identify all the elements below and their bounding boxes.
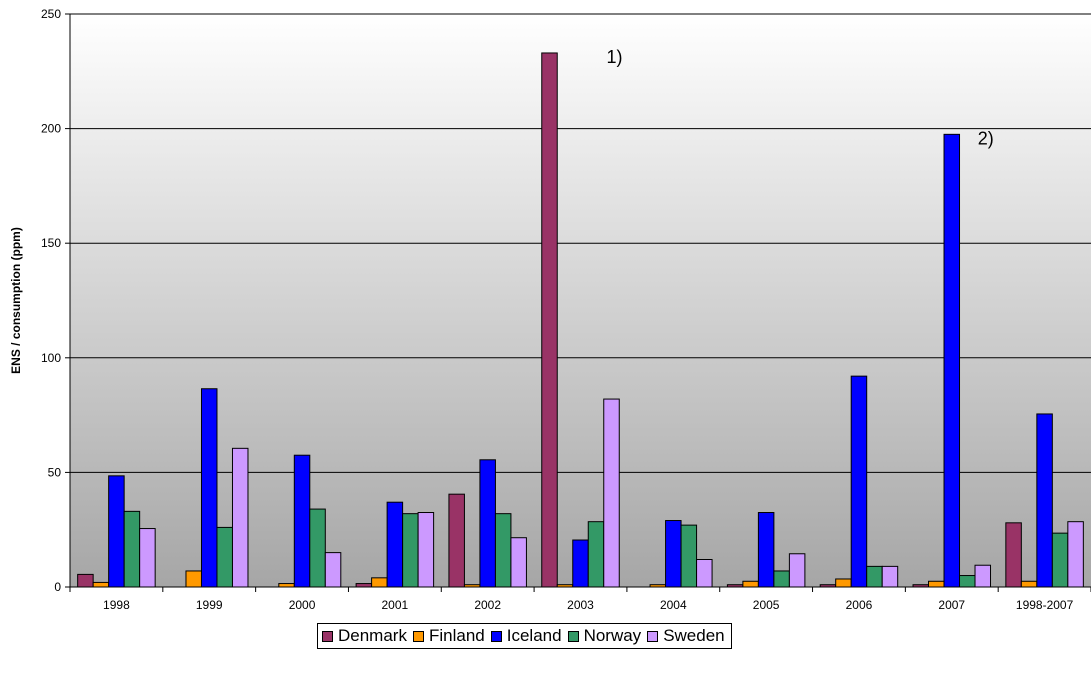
x-tick-label: 2001	[382, 598, 409, 612]
y-axis-label: ENS / consumption (ppm)	[9, 227, 23, 374]
bar-iceland-2004	[665, 520, 682, 588]
legend-item-norway: Norway	[567, 626, 642, 646]
bar-norway-2004	[680, 524, 698, 588]
bar-finland-1998-2007	[1020, 580, 1038, 588]
bar-finland-2000	[278, 583, 295, 588]
bar-iceland-2002	[479, 459, 496, 588]
legend: Denmark Finland Iceland Norway Sweden	[317, 623, 732, 649]
x-tick-label: 2003	[567, 598, 594, 612]
y-tick-label: 50	[48, 465, 62, 479]
annotation-label: 1)	[607, 47, 623, 67]
y-tick-label: 250	[41, 7, 61, 21]
bar-iceland-1999	[200, 388, 218, 588]
y-tick-label: 150	[41, 236, 61, 250]
bar-iceland-2006	[850, 375, 868, 588]
bar-norway-2006	[866, 565, 883, 588]
x-tick-label: 1998	[103, 598, 130, 612]
x-tick-label: 1999	[196, 598, 223, 612]
annotations: 1) 2)	[607, 47, 994, 148]
axes	[69, 14, 1091, 592]
legend-label: Denmark	[338, 626, 407, 645]
bar-iceland-2001	[386, 501, 404, 588]
bar-sweden-2007	[974, 564, 992, 588]
bar-finland-2001	[371, 577, 388, 588]
bar-iceland-2000	[293, 454, 311, 588]
bar-sweden-2005	[788, 553, 806, 588]
bar-norway-2007	[959, 575, 976, 588]
legend-label: Finland	[428, 626, 485, 645]
bar-sweden-2003	[603, 398, 620, 588]
x-tick-label: 2000	[289, 598, 316, 612]
bar-iceland-1998-2007	[1036, 413, 1053, 588]
bar-sweden-2001	[417, 512, 435, 588]
bar-sweden-1999	[231, 447, 249, 588]
bar-iceland-2007	[943, 133, 961, 588]
legend-label: Norway	[583, 626, 642, 645]
bar-norway-2002	[494, 513, 512, 588]
bar-finland-2007	[928, 580, 945, 588]
bar-sweden-2000	[324, 552, 342, 588]
legend-item-iceland: Iceland	[490, 626, 562, 646]
x-tick-labels: 1998 1999 2000 2001 2002 2003 2004 2005 2006 2007…	[103, 598, 1074, 612]
x-tick-label: 2002	[474, 598, 501, 612]
bar-finland-2006	[835, 578, 852, 588]
bar-denmark-1998	[77, 573, 94, 588]
bar-finland-1998	[92, 581, 110, 588]
y-tick-label: 100	[41, 351, 61, 365]
bar-denmark-2001	[355, 583, 373, 588]
bar-iceland-1998	[108, 475, 125, 588]
x-tick-label: 2006	[846, 598, 873, 612]
legend-swatch	[567, 630, 579, 642]
bar-norway-2000	[309, 508, 326, 588]
bar-norway-1999	[216, 526, 233, 588]
bar-norway-1998-2007	[1051, 532, 1069, 588]
y-tick-label: 0	[54, 580, 61, 594]
legend-item-finland: Finland	[412, 626, 485, 646]
bar-norway-2001	[402, 513, 419, 588]
x-tick-label: 1998-2007	[1016, 598, 1074, 612]
legend-label: Iceland	[506, 626, 562, 645]
x-tick-label: 2004	[660, 598, 687, 612]
bar-norway-1998	[123, 510, 141, 588]
legend-swatch	[322, 630, 333, 642]
bar-denmark-2002	[448, 493, 465, 588]
y-tick-label: 200	[41, 122, 61, 136]
bar-norway-2005	[773, 570, 790, 588]
legend-item-denmark: Denmark	[322, 626, 407, 646]
x-tick-label: 2005	[753, 598, 780, 612]
bar-sweden-2006	[881, 565, 899, 588]
legend-swatch	[412, 630, 424, 642]
bar-sweden-2004	[696, 559, 713, 588]
bar-denmark-1998-2007	[1005, 522, 1022, 588]
bar-finland-1999	[185, 570, 202, 588]
y-tick-labels: 0 50 100 150 200 250	[41, 7, 61, 594]
legend-swatch	[647, 630, 659, 642]
legend-label: Sweden	[663, 626, 725, 645]
bar-sweden-1998	[139, 528, 156, 588]
bar-denmark-2003	[541, 52, 558, 588]
bar-finland-2005	[742, 580, 759, 588]
plot-area	[70, 14, 1091, 587]
bar-sweden-1998-2007	[1067, 521, 1084, 588]
bar-iceland-2005	[757, 512, 775, 588]
bar-sweden-2002	[510, 537, 527, 588]
bar-norway-2003	[587, 521, 605, 588]
annotation-label: 2)	[978, 128, 994, 148]
bar-iceland-2003	[572, 539, 589, 588]
legend-item-sweden: Sweden	[647, 626, 725, 646]
x-tick-label: 2007	[938, 598, 965, 612]
legend-swatch	[490, 630, 502, 642]
